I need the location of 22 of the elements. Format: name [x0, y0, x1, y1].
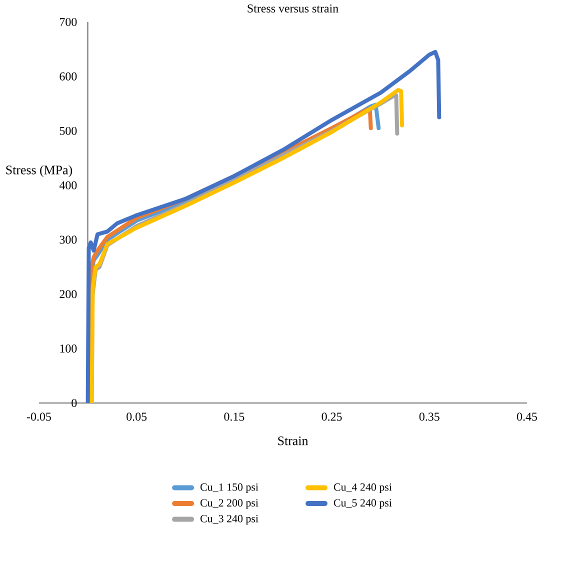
x-tick-label: 0.15: [224, 412, 244, 421]
x-tick-label: 0.35: [419, 412, 440, 421]
y-tick-label: 500: [60, 126, 77, 135]
line-series: [86, 50, 442, 403]
y-tick-label: 100: [60, 344, 77, 353]
legend-label: Cu_3 240 psi: [200, 514, 258, 525]
y-tick-label: 700: [60, 18, 77, 26]
chart-title: Stress versus strain: [248, 4, 338, 12]
y-tick-label: 300: [60, 236, 77, 244]
x-tick-label: 0.45: [517, 412, 538, 421]
y-tick-label: 400: [59, 181, 77, 190]
y-tick-label: 600: [60, 72, 77, 80]
x-tick-label: 0.05: [126, 412, 147, 421]
x-tick-label: 0.25: [322, 412, 342, 421]
legend-label: Cu_2 200 psi: [200, 499, 258, 509]
x-tick-label: -0.05: [26, 412, 51, 421]
y-tick-label: 200: [60, 290, 77, 298]
legend-label: Cu_5 240 psi: [334, 499, 392, 509]
legend-label: Cu_4 240 psi: [334, 483, 392, 493]
y-axis-title: Stress (MPa): [6, 165, 72, 177]
legend-label: Cu_1 150 psi: [200, 483, 258, 493]
x-axis-title: Strain: [278, 436, 308, 446]
